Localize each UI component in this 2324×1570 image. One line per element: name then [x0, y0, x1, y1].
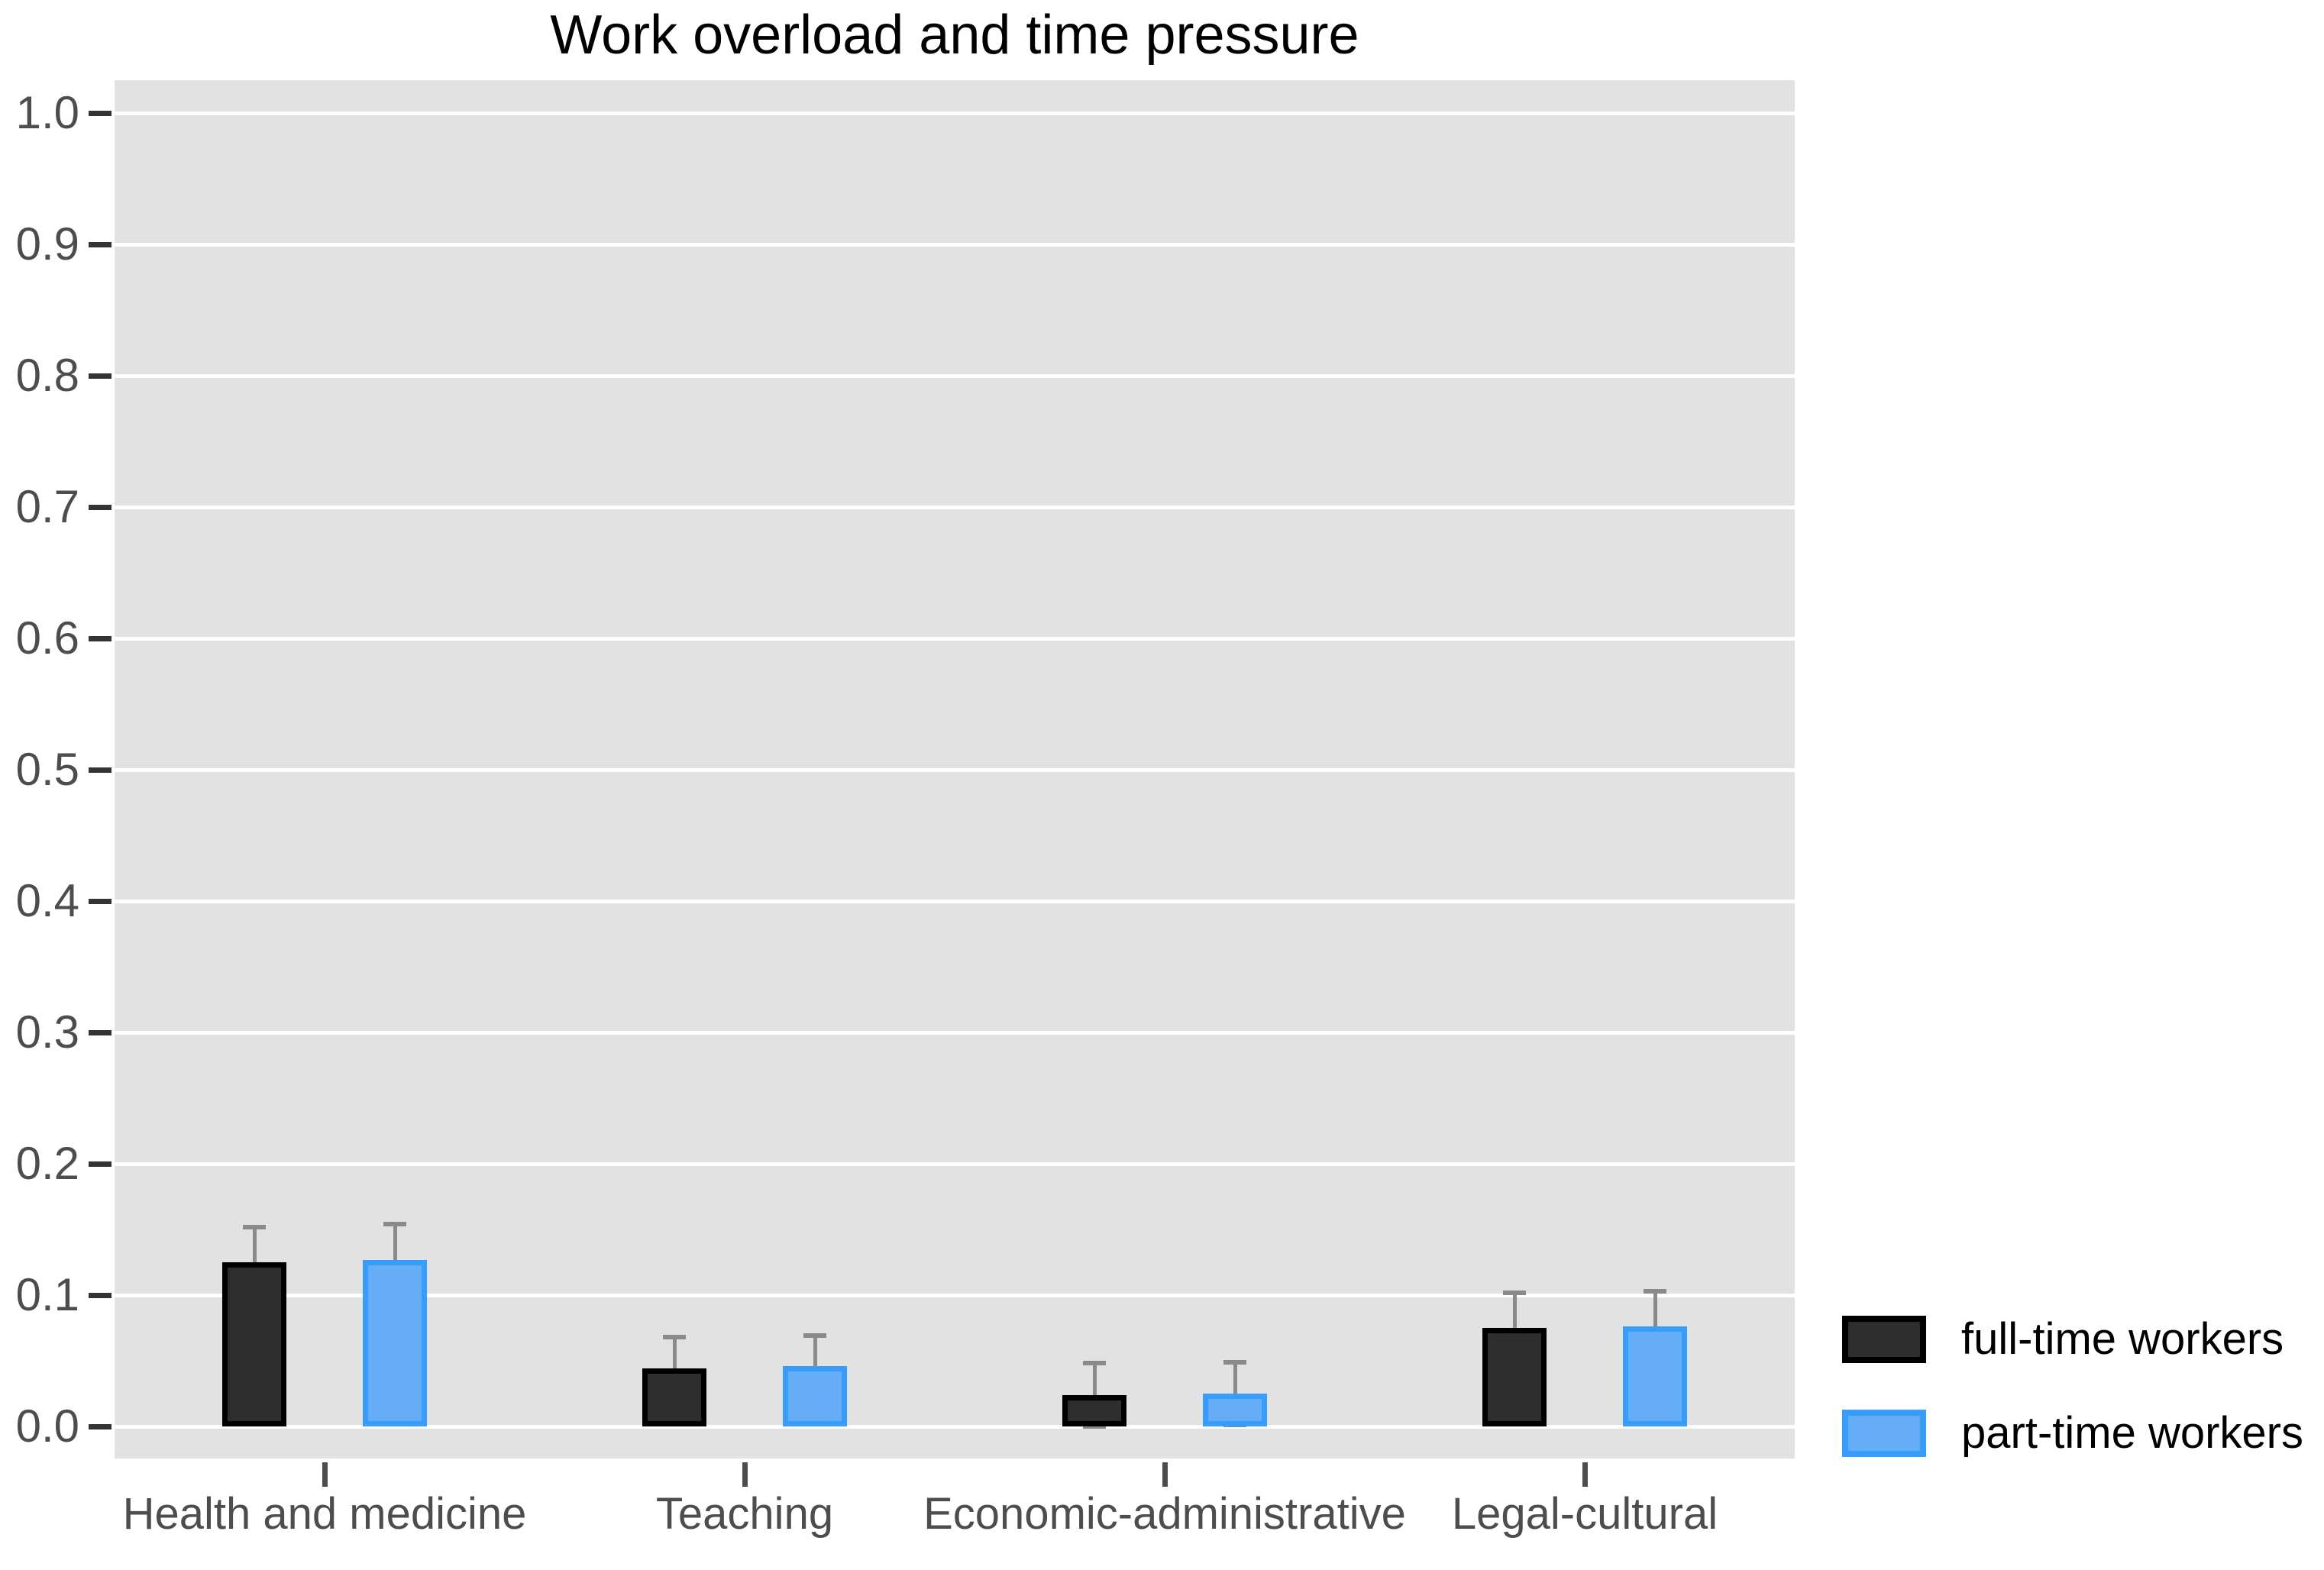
error-cap-upper-full-time-economic-administrative — [1083, 1361, 1106, 1366]
error-whisker-full-time-health-and-medicine — [252, 1226, 257, 1298]
error-cap-upper-part-time-economic-administrative — [1223, 1359, 1246, 1365]
x-axis-tick-teaching — [742, 1462, 748, 1487]
y-axis-tick-0.4 — [89, 898, 112, 904]
y-axis-label-0.0: 0.0 — [15, 1400, 79, 1452]
x-axis-label-health-and-medicine: Health and medicine — [122, 1489, 527, 1539]
error-cap-upper-full-time-legal-cultural — [1503, 1290, 1526, 1295]
y-axis-label-0.4: 0.4 — [15, 875, 79, 926]
error-whisker-full-time-legal-cultural — [1512, 1292, 1517, 1364]
y-axis-tick-1.0 — [89, 110, 112, 116]
bar-part-time-teaching — [783, 1365, 847, 1426]
y-axis-tick-0.7 — [89, 504, 112, 510]
y-axis-tick-0.5 — [89, 767, 112, 773]
y-axis-label-0.5: 0.5 — [15, 744, 79, 795]
y-axis-label-1.0: 1.0 — [15, 87, 79, 138]
error-whisker-full-time-economic-administrative — [1092, 1363, 1097, 1426]
error-cap-upper-full-time-teaching — [663, 1335, 686, 1340]
x-axis-tick-legal-cultural — [1582, 1462, 1588, 1487]
legend-label-part-time: part-time workers — [1961, 1408, 2303, 1458]
legend-label-full-time: full-time workers — [1961, 1314, 2284, 1364]
y-axis-tick-0.9 — [89, 241, 112, 247]
y-axis-tick-0.3 — [89, 1029, 112, 1035]
error-whisker-part-time-economic-administrative — [1233, 1362, 1237, 1426]
y-axis-label-0.8: 0.8 — [15, 350, 79, 401]
y-axis-tick-0.6 — [89, 635, 112, 641]
gridline-0.2 — [115, 1161, 1795, 1166]
error-cap-upper-full-time-health-and-medicine — [243, 1224, 266, 1229]
y-axis-label-0.9: 0.9 — [15, 218, 79, 270]
x-axis-tick-economic-administrative — [1162, 1462, 1168, 1487]
bar-part-time-economic-administrative — [1203, 1394, 1267, 1426]
y-axis-tick-0.1 — [89, 1292, 112, 1298]
gridline-0.5 — [115, 767, 1795, 772]
gridline-0.6 — [115, 636, 1795, 641]
y-axis-label-0.2: 0.2 — [15, 1138, 79, 1189]
y-axis-label-0.3: 0.3 — [15, 1006, 79, 1058]
legend-item-part-time: part-time workers — [1842, 1410, 2303, 1457]
legend-swatch-full-time — [1842, 1316, 1926, 1363]
gridline-0.7 — [115, 505, 1795, 509]
gridline-0.0 — [115, 1424, 1795, 1429]
bar-full-time-economic-administrative — [1062, 1394, 1126, 1426]
error-whisker-full-time-teaching — [672, 1337, 677, 1400]
plot-panel — [115, 80, 1795, 1459]
y-axis-label-0.7: 0.7 — [15, 481, 79, 532]
y-axis-tick-0.2 — [89, 1161, 112, 1167]
gridline-1.0 — [115, 111, 1795, 115]
bar-full-time-health-and-medicine — [222, 1262, 286, 1426]
x-axis-label-teaching: Teaching — [655, 1489, 834, 1539]
gridline-0.4 — [115, 899, 1795, 903]
error-cap-upper-part-time-health-and-medicine — [383, 1222, 406, 1227]
gridline-0.1 — [115, 1293, 1795, 1297]
bar-part-time-legal-cultural — [1623, 1326, 1687, 1426]
legend-swatch-part-time — [1842, 1410, 1926, 1457]
legend: full-time workers part-time workers — [1842, 1316, 2303, 1457]
x-axis-label-economic-administrative: Economic-administrative — [923, 1489, 1406, 1539]
legend-item-full-time: full-time workers — [1842, 1316, 2303, 1363]
y-axis-label-0.6: 0.6 — [15, 612, 79, 664]
x-axis-tick-health-and-medicine — [322, 1462, 328, 1487]
bar-full-time-legal-cultural — [1482, 1328, 1547, 1426]
y-axis-label-0.1: 0.1 — [15, 1269, 79, 1320]
error-cap-upper-part-time-teaching — [803, 1333, 826, 1339]
y-axis-tick-0.8 — [89, 373, 112, 379]
error-whisker-part-time-teaching — [813, 1336, 817, 1397]
gridline-0.8 — [115, 373, 1795, 378]
error-cap-lower-full-time-economic-administrative — [1083, 1424, 1106, 1429]
chart-title: Work overload and time pressure — [550, 5, 1359, 66]
y-axis-tick-0.0 — [89, 1423, 112, 1429]
gridline-0.9 — [115, 242, 1795, 247]
gridline-0.3 — [115, 1030, 1795, 1035]
bar-full-time-teaching — [642, 1368, 706, 1426]
error-cap-upper-part-time-legal-cultural — [1644, 1288, 1666, 1294]
bar-part-time-health-and-medicine — [363, 1259, 427, 1426]
x-axis-label-legal-cultural: Legal-cultural — [1451, 1489, 1718, 1539]
